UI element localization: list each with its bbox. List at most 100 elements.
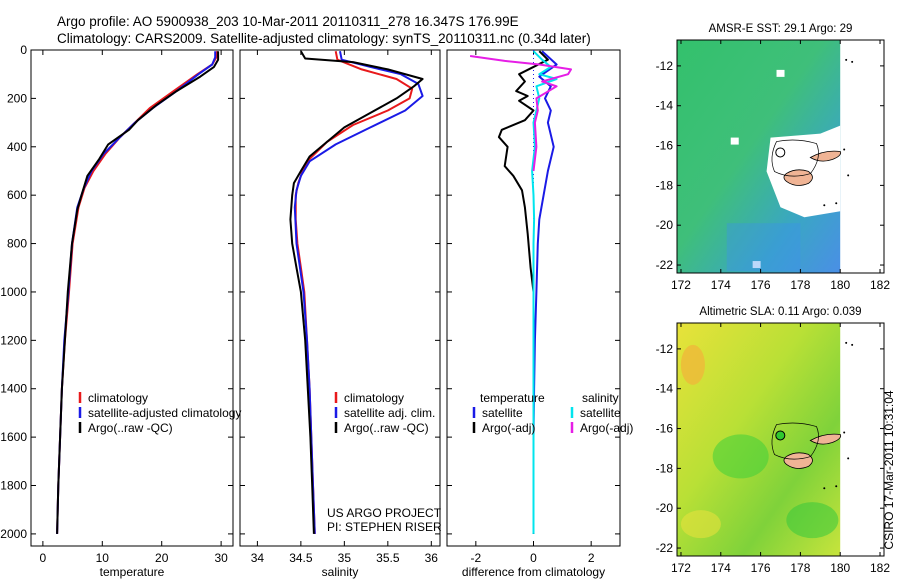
salinity-xtick-label: 35 — [338, 551, 352, 565]
difference-series-salinity-satellite — [531, 50, 558, 534]
sla_map-ytick-label: -22 — [656, 541, 674, 555]
panel-temperature: 0 10 20 30 0 200 400 600 800 1000 1200 1400 1600 1800… — [0, 43, 241, 579]
temperature-xlabel: temperature — [100, 565, 165, 579]
legend-header-temperature: temperature — [480, 391, 545, 405]
sla_map-ytick-label: -12 — [656, 342, 674, 356]
legend-entry: Argo(-adj) — [482, 421, 535, 435]
sla_map-island-viti-levu — [783, 452, 813, 469]
sst_map-xtick-label: 174 — [711, 278, 731, 292]
depth-tick-label: 1200 — [0, 333, 27, 347]
sst_map-ytick-label: -16 — [656, 139, 674, 153]
salinity-xtick-label: 34 — [251, 551, 265, 565]
temperature-xtick-label: 10 — [96, 551, 110, 565]
sst_map-island-viti-levu — [783, 169, 813, 186]
temperature-axes-frame — [30, 49, 234, 547]
difference-series-temperature-argo-adj- — [497, 50, 549, 534]
legend-entry: Argo(-adj) — [580, 421, 633, 435]
salinity-xtick-label: 34.5 — [289, 551, 313, 565]
sla_map: Altimetric SLA: 0.11 Argo: 0.039 172 174 17… — [656, 306, 891, 575]
salinity-xtick-label: 35.5 — [376, 551, 400, 565]
sst_map-islet — [843, 148, 846, 151]
temperature-series-satellite-adjusted-climatology — [56, 51, 217, 534]
sst-nodata-pixel — [776, 69, 785, 77]
difference-xlabel: difference from climatology — [462, 565, 605, 579]
sst_map-islet — [835, 202, 838, 205]
figure-title-line1: Argo profile: AO 5900938_203 10-Mar-2011… — [57, 14, 519, 29]
legend-entry: satellite — [482, 406, 523, 420]
legend-entry: satellite-adjusted climatology — [88, 406, 241, 420]
figure-title-line2: Climatology: CARS2009. Satellite-adjuste… — [57, 31, 591, 46]
sla_map-xtick-label: 176 — [751, 561, 771, 575]
sla_map-islet — [835, 485, 838, 488]
sla_map-frame — [676, 322, 885, 557]
panel-salinity: 34 34.5 35 35.5 36 salinity climatologysatelli… — [239, 49, 441, 579]
sla_map-xtick-label: 172 — [671, 561, 691, 575]
depth-tick-label: 1800 — [0, 479, 27, 493]
sst_map: AMSR-E SST: 29.1 Argo: 29 172 174 176 178 180… — [656, 23, 891, 292]
legend-header-salinity: salinity — [582, 391, 619, 405]
legend-entry: satellite — [580, 406, 621, 420]
sst-nodata-pixel — [730, 137, 739, 145]
legend-entry: climatology — [344, 391, 404, 405]
difference-xtick-label: 0 — [530, 551, 537, 565]
sla_map-islet — [843, 431, 846, 434]
salinity-series-satellite-adj-clim- — [293, 51, 424, 534]
difference-xtick-label: 2 — [588, 551, 595, 565]
sst-cool-patch — [726, 223, 801, 272]
depth-tick-label: 600 — [7, 188, 27, 202]
sla_map-ytick-label: -18 — [656, 461, 674, 475]
difference-series-salinity-argo-adj- — [469, 55, 572, 172]
sst_map-xtick-label: 172 — [671, 278, 691, 292]
sst_map-ytick-label: -22 — [656, 258, 674, 272]
salinity-series-argo-raw-qc- — [289, 50, 424, 534]
sla_map-xtick-label: 182 — [870, 561, 890, 575]
sst_map-islet — [851, 60, 854, 63]
depth-tick-label: 2000 — [0, 527, 27, 541]
sst_map-ytick-label: -12 — [656, 59, 674, 73]
salinity-xlabel: salinity — [322, 565, 359, 579]
sst_map-argo-marker — [775, 147, 786, 158]
sla_map-ytick-label: -16 — [656, 422, 674, 436]
temperature-series-climatology — [56, 51, 218, 534]
temperature-xtick-label: 30 — [214, 551, 228, 565]
depth-tick-label: 400 — [7, 140, 27, 154]
sst_map-xtick-label: 176 — [751, 278, 771, 292]
sst_map-islet — [847, 174, 850, 177]
sla_map-title: Altimetric SLA: 0.11 Argo: 0.039 — [699, 306, 861, 318]
sla_map-islet — [851, 343, 854, 346]
sst-nodata-pixel — [752, 261, 761, 269]
sst_map-islet — [845, 58, 848, 61]
legend-entry: Argo(..raw -QC) — [344, 421, 429, 435]
sla_map-ytick-label: -20 — [656, 501, 674, 515]
sla_map-bathymetry-contour — [771, 422, 819, 460]
depth-tick-label: 1400 — [0, 382, 27, 396]
sst_map-xtick-label: 180 — [830, 278, 850, 292]
sla_map-ytick-label: -14 — [656, 382, 674, 396]
sla_map-xtick-label: 178 — [790, 561, 810, 575]
sla_map-xtick-label: 180 — [830, 561, 850, 575]
sla_map-argo-marker — [775, 430, 786, 441]
salinity-axes-frame — [239, 49, 441, 547]
sst_map-ytick-label: -18 — [656, 178, 674, 192]
sst_map-xtick-label: 182 — [870, 278, 890, 292]
salinity-xtick-label: 36 — [425, 551, 439, 565]
legend-entry: Argo(..raw -QC) — [88, 421, 173, 435]
temperature-series-argo-raw-qc- — [56, 51, 220, 534]
sla-high-patch — [680, 344, 705, 385]
sla_map-islet — [847, 457, 850, 460]
sst_map-frame — [676, 39, 885, 274]
credit-line1: US ARGO PROJECT — [327, 506, 442, 520]
legend-entry: climatology — [88, 391, 148, 405]
sst_map-bathymetry-contour — [771, 139, 819, 177]
temperature-xtick-label: 0 — [40, 551, 47, 565]
depth-tick-label: 0 — [20, 43, 27, 57]
sst_map-ytick-label: -14 — [656, 99, 674, 113]
credit-line2: PI: STEPHEN RISER — [327, 520, 442, 534]
difference-xtick-label: -2 — [470, 551, 481, 565]
sst_map-title: AMSR-E SST: 29.1 Argo: 29 — [709, 23, 853, 35]
sla_map-islet — [823, 487, 826, 490]
sla-high-patch — [680, 510, 721, 539]
